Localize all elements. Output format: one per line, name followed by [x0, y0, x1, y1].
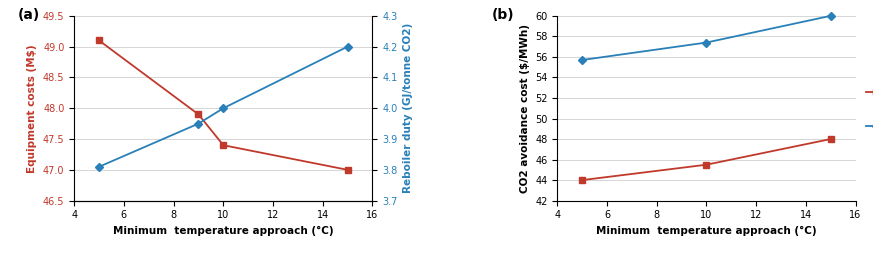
Text: (a): (a): [17, 8, 40, 22]
Y-axis label: Equipment costs (M$): Equipment costs (M$): [27, 44, 38, 173]
Text: (b): (b): [491, 8, 514, 22]
Y-axis label: Reboiler duty (GJ/tonne CO2): Reboiler duty (GJ/tonne CO2): [403, 23, 413, 193]
Legend: Capture&
compression, Whole
process: Capture& compression, Whole process: [862, 76, 873, 140]
X-axis label: Minimum  temperature approach (°C): Minimum temperature approach (°C): [113, 226, 333, 236]
Y-axis label: CO2 avoidance cost ($/MWh): CO2 avoidance cost ($/MWh): [519, 24, 530, 193]
X-axis label: Minimum  temperature approach (°C): Minimum temperature approach (°C): [596, 226, 817, 236]
